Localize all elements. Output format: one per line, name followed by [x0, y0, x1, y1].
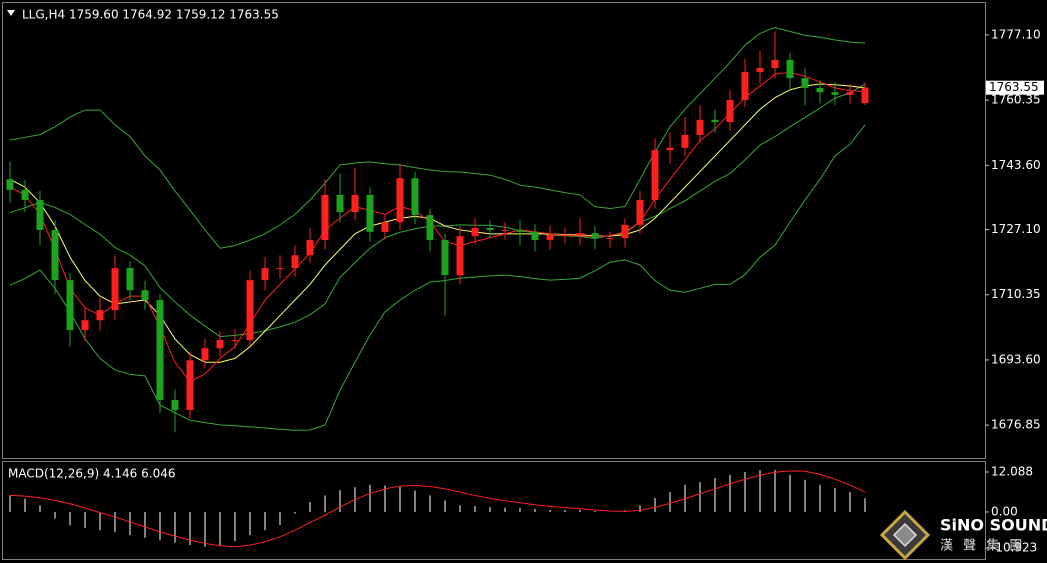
candle-body — [531, 231, 539, 241]
collapse-icon[interactable] — [7, 10, 15, 16]
candle-body — [846, 92, 854, 95]
candle-body — [276, 268, 284, 270]
y-tick-label: 1777.10 — [991, 27, 1041, 41]
candle-body — [636, 199, 644, 225]
candle-body — [186, 360, 194, 411]
candle-body — [81, 320, 89, 330]
candle-body — [66, 280, 74, 330]
candle-body — [21, 189, 29, 200]
candle-body — [96, 310, 104, 321]
y-tick-label: 1760.35 — [991, 93, 1041, 107]
candle-body — [666, 147, 674, 151]
candle-body — [201, 348, 209, 361]
watermark: SiNO SOUND 漢 聲 集 團 — [879, 509, 1047, 561]
candle-body — [261, 268, 269, 281]
candle-body — [651, 150, 659, 200]
candle-body — [546, 235, 554, 241]
candle-body — [6, 179, 14, 190]
candle-body — [171, 400, 179, 411]
candle-body — [576, 233, 584, 236]
candle-body — [756, 68, 764, 72]
candle-body — [816, 87, 824, 93]
candle-body — [486, 227, 494, 230]
candle-body — [471, 227, 479, 237]
candle-body — [156, 299, 164, 401]
y-tick-label: 1727.10 — [991, 222, 1041, 236]
y-tick-label: 0.00 — [991, 504, 1018, 518]
candle-body — [246, 280, 254, 341]
candle-body — [456, 236, 464, 276]
candle-body — [771, 59, 779, 69]
candle-body — [516, 229, 524, 232]
macd-panel-frame — [2, 461, 986, 560]
y-tick-label: 1743.60 — [991, 158, 1041, 172]
candle-body — [711, 119, 719, 123]
candle-body — [861, 87, 869, 104]
indicator-line — [9, 27, 866, 249]
candle-body — [786, 59, 794, 79]
candle-body — [411, 178, 419, 216]
candle-body — [681, 134, 689, 148]
candle-body — [396, 178, 404, 223]
candle-body — [111, 268, 119, 311]
candle-body — [336, 194, 344, 213]
candle-body — [351, 194, 359, 213]
candle-body — [141, 290, 149, 300]
candle-body — [216, 340, 224, 349]
last-price-label: 1763.55 — [989, 80, 1039, 94]
candle-body — [696, 119, 704, 135]
candle-body — [231, 340, 239, 342]
candle-body — [36, 199, 44, 230]
indicator-line — [9, 83, 866, 338]
chart-title: LLG,H4 1759.60 1764.92 1759.12 1763.55 — [22, 8, 279, 22]
y-tick-label: 1693.60 — [991, 352, 1041, 366]
watermark-name: SiNO SOUND — [940, 516, 1047, 535]
logo-inner — [892, 522, 918, 548]
candle-body — [801, 78, 809, 88]
candle-body — [306, 240, 314, 256]
y-tick-label: -10.923 — [991, 541, 1037, 555]
candle-body — [321, 194, 329, 241]
candle-body — [606, 238, 614, 240]
candle-body — [831, 92, 839, 95]
last-price-box — [986, 80, 1044, 95]
indicator-line — [9, 124, 866, 431]
macd-title: MACD(12,26,9) 4.146 6.046 — [8, 467, 175, 481]
y-tick-label: 1710.35 — [991, 287, 1041, 301]
indicator-line — [9, 83, 866, 363]
signal-line — [9, 470, 866, 548]
candle-body — [621, 224, 629, 239]
candle-body — [426, 215, 434, 241]
price-panel-frame — [2, 2, 986, 459]
candle-body — [501, 229, 509, 231]
candle-body — [741, 71, 749, 100]
candle-body — [291, 255, 299, 269]
candle-body — [51, 229, 59, 281]
candle-body — [366, 194, 374, 232]
y-tick-label: 1676.85 — [991, 418, 1041, 432]
candle-body — [441, 240, 449, 276]
candle-body — [561, 235, 569, 237]
y-tick-label: 12.088 — [991, 464, 1033, 478]
indicator-line — [9, 71, 866, 383]
marks: 1777.10 1760.35 1743.60 1727.10 1710.35 1693.… — [6, 27, 1044, 555]
candle-body — [126, 268, 134, 291]
candle-body — [591, 233, 599, 239]
candle-body — [726, 99, 734, 123]
candle-body — [381, 222, 389, 232]
watermark-sub: 漢 聲 集 團 — [940, 538, 1025, 554]
